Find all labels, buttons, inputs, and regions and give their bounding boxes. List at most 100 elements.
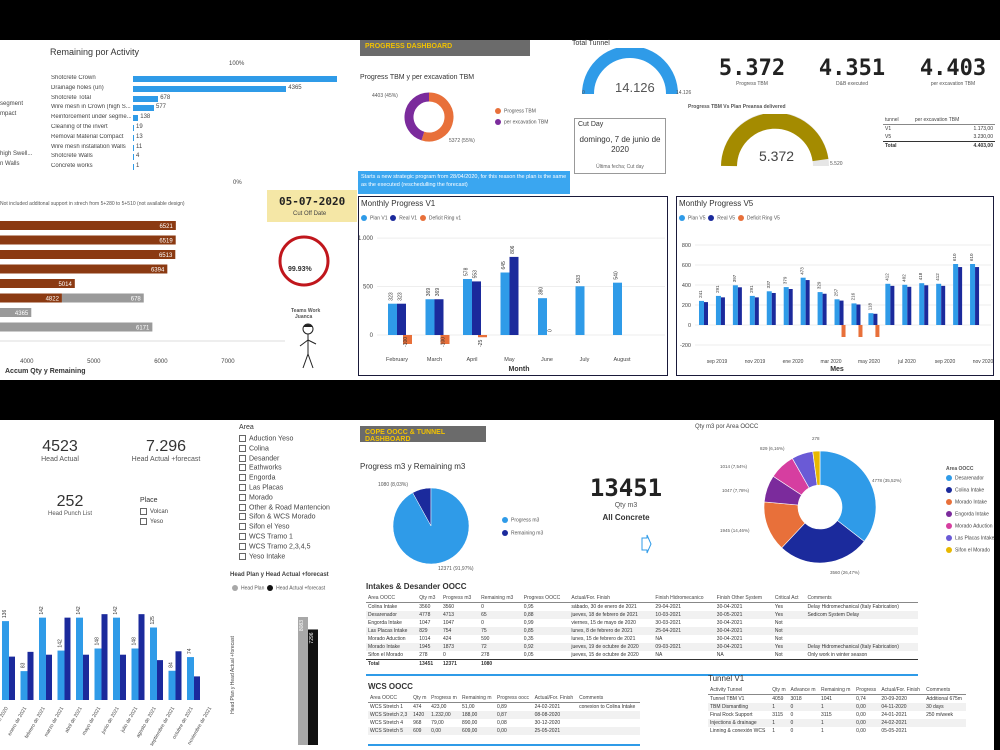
table-cell: 278 — [419, 652, 428, 658]
area-filter-item[interactable]: Other & Road Mantencion — [239, 503, 330, 511]
accum-bar — [0, 293, 62, 303]
checkbox-icon[interactable] — [239, 493, 246, 501]
total-tunnel-max: 14.126 — [676, 90, 692, 96]
v1-deficit-bar — [403, 335, 412, 344]
v5-ytick: 600 — [682, 263, 691, 269]
head-actual-card: 4523 Head Actual — [41, 438, 79, 463]
v5-plan-label: 329 — [817, 281, 822, 289]
accum-title: Accum Qty y Remaining — [5, 368, 86, 375]
head-actual-bar — [101, 614, 108, 700]
head-bar-label: 125 — [150, 616, 156, 625]
accum-bar — [0, 322, 153, 332]
head-xtick: junio de 2021 — [100, 706, 121, 736]
table-header[interactable]: Qty m — [411, 694, 430, 703]
table-cell: Yes — [774, 644, 784, 650]
table-header[interactable]: Progress OOCC — [521, 594, 570, 603]
table-header[interactable]: Finish Hidromecanico — [653, 594, 715, 603]
checkbox-icon[interactable] — [239, 454, 246, 462]
activity-label: Reinforcement under segme... — [51, 114, 131, 121]
checkbox-icon[interactable] — [239, 552, 246, 560]
checkbox-icon[interactable] — [239, 523, 246, 531]
table-header[interactable]: Remaining m3 — [479, 594, 522, 603]
checkbox-icon[interactable] — [239, 484, 246, 491]
table-header[interactable]: Remaining m — [818, 686, 855, 695]
area-filter-label: WCS Tramo 2,3,4,5 — [249, 543, 311, 551]
table-header[interactable]: Actual/For. Finish — [879, 686, 925, 695]
table-cell: 0 — [481, 604, 484, 610]
table-header[interactable]: Activity Tunnel — [708, 686, 771, 695]
checkbox-icon[interactable] — [239, 513, 246, 521]
checkbox-icon[interactable] — [239, 435, 246, 442]
table-cell: 474 — [413, 704, 422, 710]
area-filter-item[interactable]: WCS Tramo 2,3,4,5 — [239, 542, 311, 551]
table-cell: 1.232,00 — [431, 712, 451, 718]
table-header[interactable]: Area OOCC — [366, 594, 418, 603]
table-header[interactable]: Comments — [805, 594, 918, 603]
checkbox-icon[interactable] — [239, 542, 246, 550]
checkbox-icon[interactable] — [239, 474, 246, 482]
table-cell: Engorda Intake — [368, 620, 402, 626]
area-filter-item[interactable]: WCS Tramo 1 — [239, 533, 293, 540]
checkbox-icon[interactable] — [239, 533, 246, 540]
oocc-legend-2: Remaining m3 — [502, 530, 543, 536]
area-donut-label: 1014 (7,54%) — [720, 464, 748, 469]
v5-plan-bar — [834, 299, 840, 325]
total-tunnel-value: 14.126 — [615, 80, 655, 95]
area-filter-item[interactable]: Eathworks — [239, 464, 282, 472]
table-cell: Yes — [774, 604, 784, 610]
area-filter-label: Other & Road Mantencion — [249, 503, 330, 511]
checkbox-icon[interactable] — [239, 503, 246, 511]
table-header[interactable]: Qty m3 — [417, 594, 441, 603]
area-pie-title: Qty m3 por Area OOCC — [695, 424, 759, 430]
table-header[interactable]: Remaining m — [460, 694, 495, 703]
checkbox-icon[interactable] — [239, 444, 246, 452]
activity-bar — [133, 115, 139, 122]
table-header[interactable]: Progress m3 — [440, 594, 480, 603]
table-header[interactable]: Progress oocc — [495, 694, 533, 703]
table-header[interactable]: Advance m — [788, 686, 819, 695]
area-filter-item[interactable]: Sifon el Yeso — [239, 523, 289, 531]
area-filter-item[interactable]: Las Placas — [239, 484, 283, 491]
table-header[interactable]: Actual/For. Finish — [532, 694, 578, 703]
head-actual-bar — [157, 660, 163, 700]
accum-bar-chart: 6521 6519 6513 6394 5014 4822 678 4365 6171 4000 5… — [0, 221, 285, 365]
legend-dot — [946, 499, 952, 505]
v1-real-label: 323 — [398, 292, 404, 301]
area-filter-item[interactable]: Desander — [239, 454, 279, 462]
table-header[interactable]: Progress — [854, 686, 880, 695]
table-header[interactable]: Progress m — [429, 694, 461, 703]
table-header[interactable]: Comments — [577, 694, 640, 703]
area-filter-item[interactable]: Sifon & WCS Morado — [239, 513, 316, 521]
table-cell: NA — [655, 636, 663, 642]
checkbox-icon[interactable] — [239, 464, 246, 472]
intakes-table: Area OOCC Qty m3 Progress m3 Remaining m3 Pr… — [366, 594, 918, 668]
area-filter-item[interactable]: Colina — [239, 444, 269, 452]
area-filter-item[interactable]: Aduction Yeso — [239, 435, 293, 442]
area-filter-item[interactable]: Yeso Intake — [239, 552, 285, 560]
donut-legend-1: Progress TBM — [495, 108, 536, 114]
monthly-v1-panel: Monthly Progress V1 Plan V1 Real V1 Defi… — [358, 196, 668, 376]
table-header[interactable]: Actual/For. Finish — [569, 594, 654, 603]
kpi-progress-tbm: 5.372 Progress TBM — [718, 56, 786, 87]
place-yeso[interactable]: Yeso — [140, 518, 163, 525]
area-filter-item[interactable]: Morado — [239, 493, 273, 501]
v5-real-bar — [805, 280, 810, 325]
v5-plan-label: 412 — [935, 273, 940, 281]
v5-ytick: 800 — [682, 243, 691, 249]
head-plan-bar — [20, 671, 28, 700]
table-header[interactable]: Critical Act — [772, 594, 806, 603]
oocc-pie-top-label: 1080 (8,03%) — [378, 482, 409, 488]
table-cell: Yes — [774, 612, 784, 618]
v1-real-label: 806 — [510, 245, 516, 254]
table-header[interactable]: Finish Other System — [714, 594, 773, 603]
table-header[interactable]: Comments — [924, 686, 966, 695]
accum-note: Not included additonal support in strech… — [0, 201, 185, 207]
area-filter-item[interactable]: Engorda — [239, 474, 275, 482]
table-cell: WCS Stretch 1 — [370, 704, 404, 710]
activity-bar — [133, 85, 287, 92]
table-header[interactable]: Qty m — [770, 686, 789, 695]
v1-real-label: 0 — [548, 329, 554, 332]
place-volcan[interactable]: Volcan — [140, 508, 168, 515]
table-header[interactable]: Area OOCC — [368, 694, 412, 703]
area-legend-item: Morado Aduction — [946, 523, 993, 529]
